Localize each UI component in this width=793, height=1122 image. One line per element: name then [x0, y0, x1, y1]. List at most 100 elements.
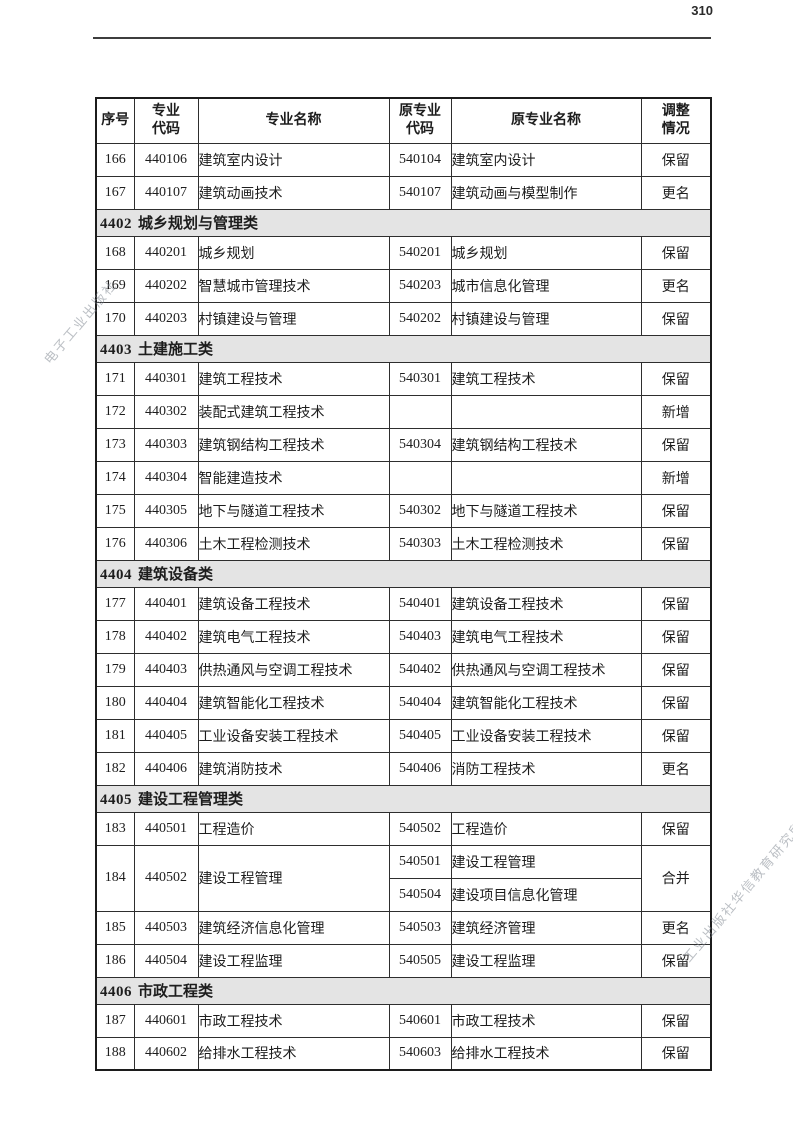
section-row: 4404 建筑设备类: [95, 559, 712, 588]
table-row: 178 440402 建筑电气工程技术 540403 建筑电气工程技术 保留: [95, 619, 712, 654]
table-row: 183 440501 工程造价 540502 工程造价 保留: [95, 811, 712, 846]
section-number: 4406: [100, 984, 132, 1000]
seq-cell: 185: [95, 910, 135, 945]
seq-cell: 173: [95, 427, 135, 462]
old-code-cell: 540503: [388, 910, 452, 945]
old-name-cell: 建设工程监理: [450, 943, 642, 978]
old-code-cell: 540403: [388, 619, 452, 654]
status-cell: 合并: [640, 844, 712, 912]
seq-cell: 188: [95, 1036, 135, 1071]
table-row-merged: 184 440502 建设工程管理 540501 建设工程管理 合并: [95, 844, 712, 912]
section-label-cell: 4403 土建施工类: [95, 334, 712, 363]
table-row: 181 440405 工业设备安装工程技术 540405 工业设备安装工程技术 保留: [95, 718, 712, 753]
status-cell: 保留: [640, 811, 712, 846]
table-header-row: 序号 专业 代码 专业名称 原专业 代码 原专业名称 调整 情况: [95, 97, 712, 144]
col-header-name: 专业名称: [197, 97, 390, 144]
name-cell: 建筑工程技术: [197, 361, 390, 396]
old-name-cell: 建设工程管理: [450, 844, 642, 879]
old-code-cell: 540501: [388, 844, 452, 879]
code-cell: 440405: [133, 718, 199, 753]
old-code-cell: 540203: [388, 268, 452, 303]
code-cell: 440301: [133, 361, 199, 396]
section-name: 建筑设备类: [138, 567, 214, 583]
code-cell: 440306: [133, 526, 199, 561]
status-cell: 更名: [640, 910, 712, 945]
seq-cell: 178: [95, 619, 135, 654]
old-name-cell: 建筑设备工程技术: [450, 586, 642, 621]
section-name: 城乡规划与管理类: [138, 216, 259, 232]
old-code-cell: 540406: [388, 751, 452, 786]
status-cell: 保留: [640, 493, 712, 528]
seq-cell: 182: [95, 751, 135, 786]
status-cell: 保留: [640, 619, 712, 654]
code-cell: 440106: [133, 142, 199, 177]
name-cell: 市政工程技术: [197, 1003, 390, 1038]
old-name-cell: 建筑工程技术: [450, 361, 642, 396]
seq-cell: 168: [95, 235, 135, 270]
status-cell: 保留: [640, 301, 712, 336]
table-row: 186 440504 建设工程监理 540505 建设工程监理 保留: [95, 943, 712, 978]
section-number: 4404: [100, 567, 132, 583]
col-header-old-code: 原专业 代码: [388, 97, 452, 144]
old-name-cell: 给排水工程技术: [450, 1036, 642, 1071]
name-cell: 建筑动画技术: [197, 175, 390, 210]
code-cell: 440504: [133, 943, 199, 978]
status-cell: 保留: [640, 652, 712, 687]
status-cell: 保留: [640, 718, 712, 753]
section-number: 4402: [100, 216, 132, 232]
code-cell: 440305: [133, 493, 199, 528]
section-row: 4405 建设工程管理类: [95, 784, 712, 813]
table-row: 176 440306 土木工程检测技术 540303 土木工程检测技术 保留: [95, 526, 712, 561]
section-label-cell: 4404 建筑设备类: [95, 559, 712, 588]
old-code-cell: 540601: [388, 1003, 452, 1038]
table-row: 187 440601 市政工程技术 540601 市政工程技术 保留: [95, 1003, 712, 1038]
old-name-cell: 地下与隧道工程技术: [450, 493, 642, 528]
seq-cell: 175: [95, 493, 135, 528]
table-row-merged-sub: 540504 建设项目信息化管理: [96, 877, 711, 912]
status-cell: 保留: [640, 943, 712, 978]
status-cell: 更名: [640, 268, 712, 303]
status-cell: 更名: [640, 751, 712, 786]
table-row: 173 440303 建筑钢结构工程技术 540304 建筑钢结构工程技术 保留: [95, 427, 712, 462]
code-cell: 440601: [133, 1003, 199, 1038]
table-row: 168 440201 城乡规划 540201 城乡规划 保留: [95, 235, 712, 270]
seq-cell: 176: [95, 526, 135, 561]
major-adjustments-table: 序号 专业 代码 专业名称 原专业 代码 原专业名称 调整 情况 166 4401…: [95, 97, 712, 1071]
status-cell: 保留: [640, 235, 712, 270]
seq-cell: 171: [95, 361, 135, 396]
old-code-cell: 540401: [388, 586, 452, 621]
table-row: 172 440302 装配式建筑工程技术 新增: [95, 394, 712, 429]
status-cell: 保留: [640, 1003, 712, 1038]
section-label-cell: 4405 建设工程管理类: [95, 784, 712, 813]
name-cell: 供热通风与空调工程技术: [197, 652, 390, 687]
status-cell: 保留: [640, 526, 712, 561]
old-code-cell: 540104: [388, 142, 452, 177]
table-row: 175 440305 地下与隧道工程技术 540302 地下与隧道工程技术 保留: [95, 493, 712, 528]
name-cell: 地下与隧道工程技术: [197, 493, 390, 528]
status-cell: 保留: [640, 427, 712, 462]
old-code-cell: 540107: [388, 175, 452, 210]
code-cell: 440403: [133, 652, 199, 687]
old-code-cell: 540505: [388, 943, 452, 978]
code-cell: 440304: [133, 460, 199, 495]
seq-cell: 184: [95, 844, 135, 912]
name-cell: 建设工程监理: [197, 943, 390, 978]
col-header-status: 调整 情况: [640, 97, 712, 144]
old-code-cell: [388, 394, 452, 429]
section-name: 市政工程类: [138, 984, 214, 1000]
section-label-cell: 4402 城乡规划与管理类: [95, 208, 712, 237]
section-row: 4402 城乡规划与管理类: [95, 208, 712, 237]
status-cell: 保留: [640, 586, 712, 621]
old-name-cell: 工程造价: [450, 811, 642, 846]
code-cell: 440406: [133, 751, 199, 786]
name-cell: 建筑钢结构工程技术: [197, 427, 390, 462]
table-row: 188 440602 给排水工程技术 540603 给排水工程技术 保留: [95, 1036, 712, 1071]
name-cell: 建筑室内设计: [197, 142, 390, 177]
name-cell: 给排水工程技术: [197, 1036, 390, 1071]
status-cell: 保留: [640, 361, 712, 396]
section-number: 4403: [100, 342, 132, 358]
old-name-cell: 建筑电气工程技术: [450, 619, 642, 654]
seq-cell: 167: [95, 175, 135, 210]
seq-cell: 170: [95, 301, 135, 336]
